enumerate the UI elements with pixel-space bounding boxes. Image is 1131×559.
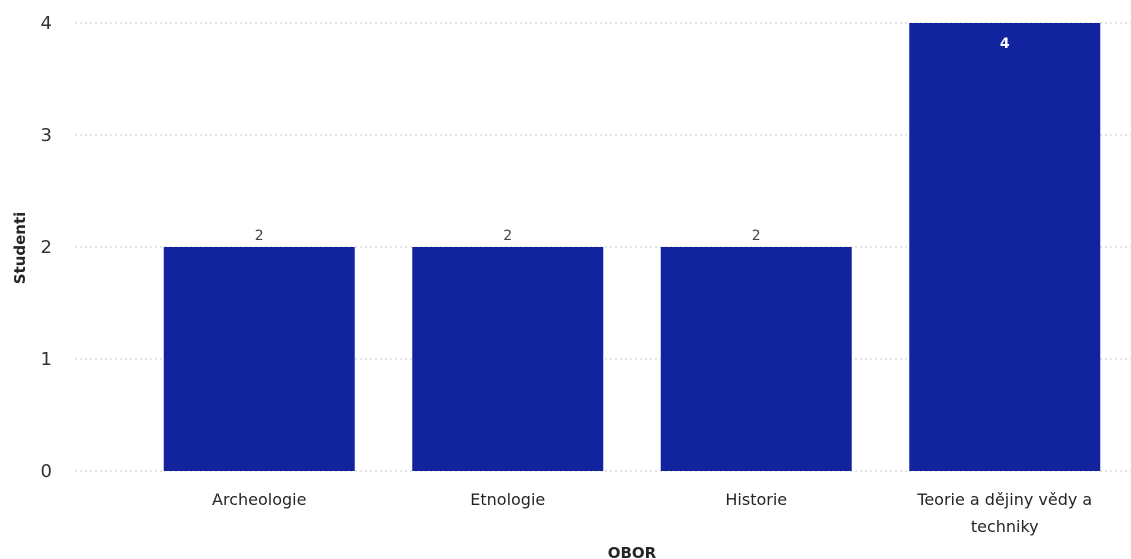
data-label: 2 [255, 228, 264, 244]
bar [412, 247, 604, 471]
x-tick-label-line: Historie [725, 490, 787, 509]
y-tick-label: 4 [41, 13, 52, 34]
y-tick-label: 2 [41, 237, 52, 258]
bar [163, 247, 355, 471]
x-tick-label: Archeologie [212, 490, 306, 509]
x-axis-ticks: Archeologie Etnologie Historie Teorie a děj… [212, 490, 1092, 536]
data-label: 4 [1000, 36, 1010, 52]
data-labels: 2 2 2 4 [255, 36, 1010, 244]
y-tick-label: 1 [41, 349, 52, 370]
data-label: 2 [503, 228, 512, 244]
x-tick-label-line: Teorie a dějiny vědy a [916, 490, 1092, 509]
x-axis-title: OBOR [608, 544, 657, 559]
data-label: 2 [752, 228, 761, 244]
x-tick-label: Historie [725, 490, 787, 509]
x-tick-label: Etnologie [470, 490, 545, 509]
bars [163, 23, 1101, 471]
x-tick-label-line: Etnologie [470, 490, 545, 509]
bar [660, 247, 852, 471]
x-tick-label: Teorie a dějiny vědy a techniky [916, 490, 1092, 536]
y-tick-label: 3 [41, 125, 52, 146]
y-axis-ticks: 0 1 2 3 4 [41, 13, 52, 482]
y-tick-label: 0 [41, 461, 52, 482]
x-tick-label-line: techniky [971, 517, 1039, 536]
bar [909, 23, 1101, 471]
y-axis-title: Studenti [11, 212, 29, 285]
x-tick-label-line: Archeologie [212, 490, 306, 509]
